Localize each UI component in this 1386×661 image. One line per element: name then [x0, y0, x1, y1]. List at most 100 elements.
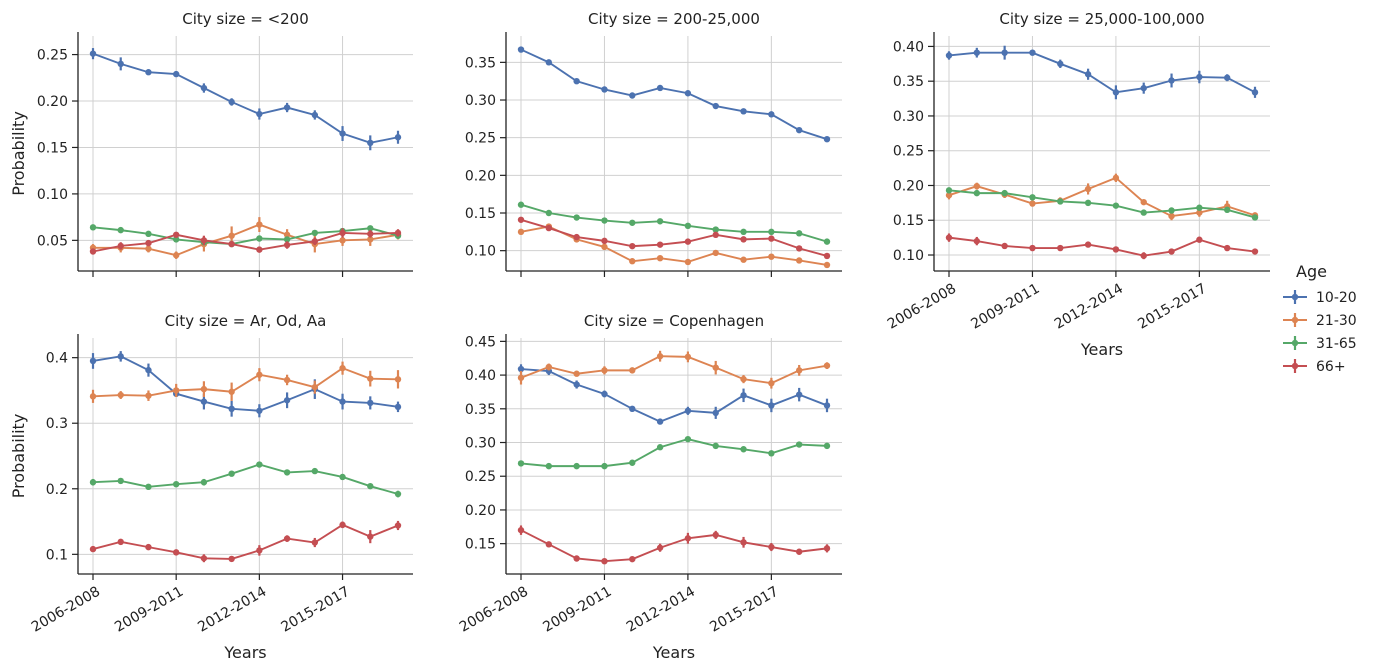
series-line: [520, 438, 828, 468]
data-point: [684, 238, 692, 245]
panel-title: City size = Ar, Od, Aa: [165, 312, 327, 330]
data-point: [656, 353, 664, 360]
data-point: [256, 407, 263, 414]
data-point: [394, 522, 402, 529]
data-point: [228, 555, 235, 563]
series-line: [948, 51, 1256, 94]
data-point: [394, 134, 402, 141]
data-point: [795, 126, 803, 134]
legend-item-66+: 66+: [1283, 359, 1346, 375]
x-tick-label: 2012-2014: [1052, 281, 1126, 333]
data-point: [1084, 241, 1092, 248]
data-point: [283, 397, 291, 404]
data-point: [1196, 209, 1203, 216]
y-tick-label: 0.45: [465, 334, 496, 350]
data-point: [545, 59, 553, 66]
data-point: [1168, 248, 1175, 255]
series-line: [520, 48, 828, 141]
series-66+: [89, 228, 402, 255]
y-tick-label: 0.15: [37, 140, 68, 156]
data-point: [768, 111, 775, 118]
data-point: [89, 50, 97, 57]
data-point: [89, 545, 97, 553]
data-point: [311, 229, 319, 237]
data-point: [228, 240, 235, 248]
data-point: [656, 444, 664, 451]
series-10-20: [517, 364, 831, 425]
panel-title: City size = Copenhagen: [584, 312, 764, 330]
data-point: [823, 545, 831, 552]
data-point: [740, 228, 747, 236]
x-axis-title: Years: [1080, 340, 1123, 359]
data-point: [228, 98, 235, 106]
y-axis-title: Probability: [9, 414, 28, 499]
data-point: [283, 236, 291, 243]
data-point: [945, 192, 953, 199]
series-line: [520, 529, 828, 563]
data-point: [712, 364, 719, 371]
data-point: [172, 252, 180, 259]
series-line: [92, 463, 399, 495]
data-point: [1084, 71, 1092, 78]
series-21-30: [517, 223, 831, 269]
data-point: [394, 490, 402, 498]
panel-3: 0.10 0.15 0.20 0.25 0.30 0.35 0.40 2006-2008 200…: [885, 10, 1270, 359]
data-point: [367, 230, 374, 238]
data-point: [256, 221, 263, 228]
data-point: [1196, 204, 1203, 211]
data-point: [601, 367, 608, 374]
data-point: [823, 252, 831, 260]
x-tick-label: 2012-2014: [624, 584, 698, 636]
data-point: [1223, 244, 1231, 252]
data-point: [740, 375, 747, 383]
y-tick-label: 0.30: [893, 109, 924, 125]
y-tick-label: 0.20: [465, 503, 496, 519]
data-point: [1196, 236, 1203, 243]
data-point: [945, 187, 953, 194]
data-point: [712, 231, 719, 239]
legend-label: 31-65: [1316, 336, 1357, 352]
data-point: [684, 535, 692, 542]
data-point: [823, 261, 831, 269]
y-tick-label: 0.30: [465, 436, 496, 452]
data-point: [823, 402, 831, 409]
data-point: [712, 442, 719, 450]
data-point: [601, 217, 608, 224]
series-66+: [517, 216, 831, 260]
data-point: [517, 201, 525, 208]
data-point: [712, 226, 719, 233]
data-point: [367, 236, 374, 243]
data-point: [89, 248, 97, 255]
data-point: [89, 479, 97, 486]
data-point: [601, 390, 608, 398]
x-tick-label: 2009-2011: [112, 584, 186, 636]
data-point: [601, 86, 608, 93]
data-point: [684, 222, 692, 230]
data-point: [823, 238, 831, 245]
series-21-30: [517, 350, 831, 389]
data-point: [768, 228, 775, 236]
data-point: [89, 357, 97, 365]
data-point: [656, 418, 664, 425]
data-point: [228, 405, 235, 412]
legend-swatch-marker: [1291, 362, 1299, 370]
data-point: [545, 541, 553, 548]
data-point: [545, 224, 553, 232]
panel-title: City size = <200: [182, 10, 309, 28]
data-point: [394, 376, 402, 383]
data-point: [545, 363, 553, 371]
data-point: [367, 375, 374, 382]
data-point: [768, 450, 775, 457]
data-point: [517, 460, 525, 467]
data-point: [256, 461, 263, 468]
series-line: [948, 189, 1256, 219]
data-point: [283, 469, 291, 476]
series-line: [520, 225, 828, 266]
series-31-65: [517, 201, 831, 245]
data-point: [1168, 212, 1175, 220]
y-tick-label: 0.1: [46, 547, 68, 563]
series-line: [92, 231, 399, 253]
data-point: [117, 353, 124, 360]
x-axis-title: Years: [223, 643, 266, 661]
data-point: [601, 237, 608, 245]
